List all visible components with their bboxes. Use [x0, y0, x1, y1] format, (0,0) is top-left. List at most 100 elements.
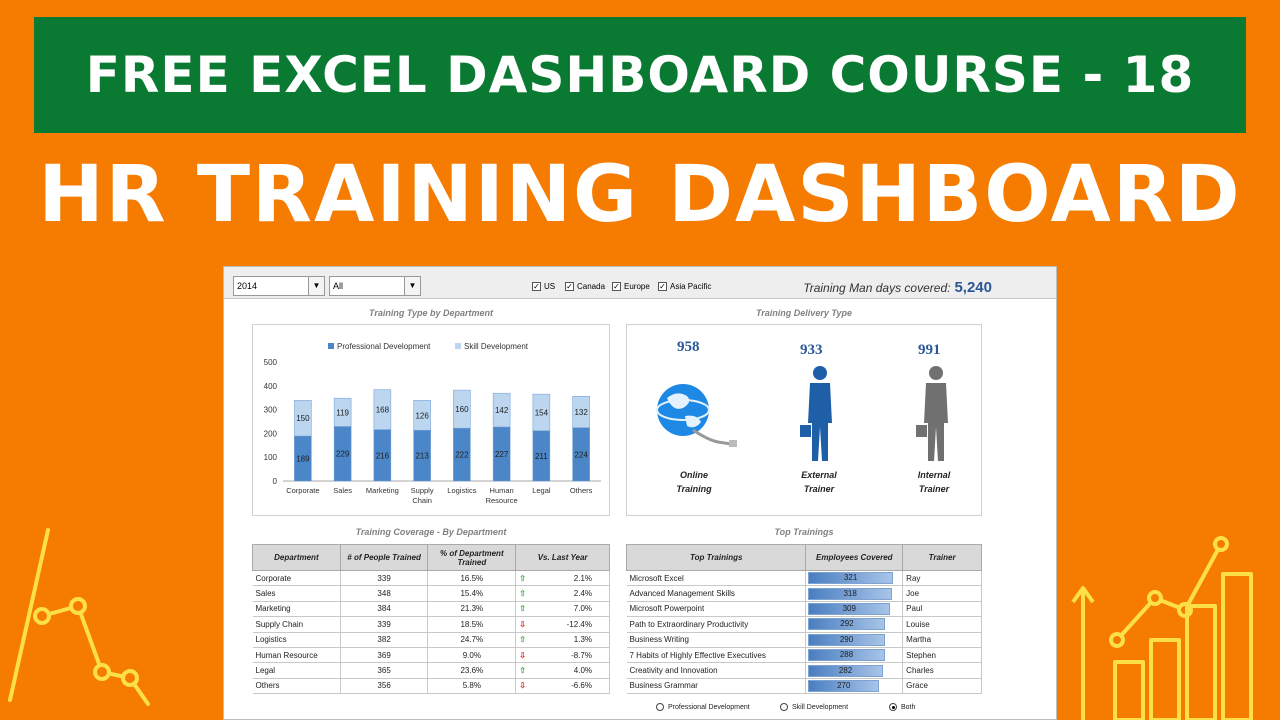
- chart-title: Training Type by Department: [368, 308, 494, 318]
- data-label: 160: [455, 405, 469, 414]
- data-label: 132: [574, 408, 588, 417]
- trainer-cell: Stephen: [902, 647, 982, 664]
- vs-last-year-value: 2.4%: [573, 589, 592, 599]
- page-headline: HR TRAINING DASHBOARD: [38, 150, 1242, 240]
- training-name-cell: Path to Extraordinary Productivity: [626, 616, 807, 633]
- checkbox-checked-icon[interactable]: ✓: [532, 282, 541, 291]
- region-label: US: [544, 282, 556, 291]
- chevron-down-icon[interactable]: ▼: [308, 277, 324, 295]
- data-label: 119: [336, 408, 349, 417]
- radio-button[interactable]: [780, 703, 788, 711]
- y-tick-label: 0: [273, 477, 278, 486]
- year-dropdown[interactable]: 2014 ▼: [233, 276, 325, 296]
- trainer-cell: Charles: [902, 662, 982, 679]
- employees-covered-cell: 288: [805, 647, 904, 664]
- data-bar: 321: [808, 572, 893, 585]
- arrow-up-icon: ⇧: [519, 589, 526, 599]
- region-label: Europe: [624, 282, 650, 291]
- data-label: 150: [296, 414, 310, 423]
- vs-last-year-cell: ⇧ 2.1%: [515, 570, 610, 587]
- data-bar: 309: [808, 602, 891, 615]
- region-checkbox-asia-pacific[interactable]: ✓ Asia Pacific: [658, 282, 711, 291]
- region-checkbox-canada[interactable]: ✓ Canada: [565, 282, 605, 291]
- data-label: 189: [296, 455, 310, 464]
- table-row: Microsoft Excel 321 Ray: [626, 570, 982, 587]
- data-label: 126: [415, 411, 429, 420]
- arrow-up-icon: ⇧: [519, 666, 526, 676]
- percent-trained-cell: 18.5%: [427, 616, 517, 633]
- checkbox-checked-icon[interactable]: ✓: [612, 282, 621, 291]
- category-label: Marketing: [366, 486, 399, 495]
- data-label: 222: [455, 451, 469, 460]
- checkbox-checked-icon[interactable]: ✓: [658, 282, 667, 291]
- radio-label: Both: [901, 703, 916, 711]
- arrow-up-icon: ⇧: [519, 573, 526, 583]
- percent-trained-cell: 23.6%: [427, 662, 517, 679]
- data-label: 168: [376, 406, 390, 415]
- legend-label: Professional Development: [337, 342, 431, 351]
- top-header: Trainer: [902, 544, 982, 571]
- course-banner: FREE EXCEL DASHBOARD COURSE - 18: [34, 17, 1246, 133]
- table-row: Advanced Management Skills 318 Joe: [626, 585, 982, 602]
- category-label: Sales: [333, 486, 352, 495]
- decor-chart-right: [1071, 536, 1253, 720]
- training-name-cell: Microsoft Powerpoint: [626, 601, 807, 618]
- radio-skill-development[interactable]: Skill Development: [780, 703, 848, 711]
- y-tick-label: 300: [264, 406, 278, 415]
- table-row: Supply Chain 339 18.5% ⇩ -12.4%: [252, 616, 610, 633]
- coverage-header: Vs. Last Year: [515, 544, 610, 571]
- vs-last-year-cell: ⇩ -12.4%: [515, 616, 610, 633]
- y-tick-label: 500: [264, 358, 278, 367]
- radio-both[interactable]: Both: [889, 703, 915, 711]
- data-label: 227: [495, 450, 509, 459]
- department-cell: Corporate: [252, 570, 341, 587]
- vs-last-year-cell: ⇧ 1.3%: [515, 632, 610, 648]
- checkbox-checked-icon[interactable]: ✓: [565, 282, 574, 291]
- radio-button[interactable]: [656, 703, 664, 711]
- legend-label: Skill Development: [464, 342, 529, 351]
- department-dropdown[interactable]: All ▼: [329, 276, 421, 296]
- trainer-cell: Ray: [902, 570, 982, 587]
- region-checkbox-europe[interactable]: ✓ Europe: [612, 282, 650, 291]
- vs-last-year-value: -6.6%: [571, 681, 592, 691]
- coverage-title: Training Coverage - By Department: [355, 527, 507, 537]
- department-dropdown-value: All: [333, 281, 344, 291]
- businessman-icon: [916, 366, 948, 461]
- bar: [572, 396, 590, 428]
- table-row: Business Grammar 270 Grace: [626, 678, 982, 695]
- percent-trained-cell: 16.5%: [427, 570, 517, 587]
- internal-count: 991: [918, 342, 941, 358]
- table-row: Creativity and Innovation 282 Charles: [626, 662, 982, 679]
- percent-trained-cell: 21.3%: [427, 601, 517, 618]
- vs-last-year-value: 7.0%: [573, 604, 592, 614]
- training-type-chart: 0 100 200 300 400 500 Professional Development…: [264, 342, 601, 505]
- data-bar: 290: [808, 633, 885, 646]
- bar: [492, 392, 511, 428]
- department-cell: Others: [252, 678, 341, 695]
- people-trained-cell: 382: [340, 632, 429, 648]
- percent-trained-cell: 9.0%: [427, 647, 517, 664]
- arrow-up-icon: ⇧: [519, 604, 526, 614]
- year-dropdown-value: 2014: [237, 281, 258, 291]
- data-label: 216: [376, 451, 390, 460]
- radio-button[interactable]: [889, 703, 897, 711]
- online-label: Online Training: [676, 470, 712, 494]
- people-trained-cell: 348: [340, 585, 429, 602]
- legend-swatch: [328, 343, 334, 349]
- table-row: 7 Habits of Highly Effective Executives 2…: [626, 647, 982, 664]
- data-bar: 292: [808, 618, 886, 631]
- data-label: 154: [535, 408, 549, 417]
- radio-professional-development[interactable]: Professional Development: [656, 703, 750, 711]
- training-name-cell: Creativity and Innovation: [626, 662, 807, 679]
- data-bar: 288: [808, 649, 885, 662]
- external-count: 933: [800, 342, 823, 358]
- trainer-cell: Grace: [902, 678, 982, 695]
- globe-icon: [656, 384, 737, 447]
- data-label: 224: [574, 450, 588, 459]
- y-tick-label: 100: [264, 453, 278, 462]
- region-checkbox-us[interactable]: ✓ US: [532, 282, 555, 291]
- internal-label: Internal Trainer: [917, 470, 951, 494]
- people-trained-cell: 339: [340, 570, 429, 587]
- trainer-cell: Joe: [902, 585, 982, 602]
- chevron-down-icon[interactable]: ▼: [404, 277, 420, 295]
